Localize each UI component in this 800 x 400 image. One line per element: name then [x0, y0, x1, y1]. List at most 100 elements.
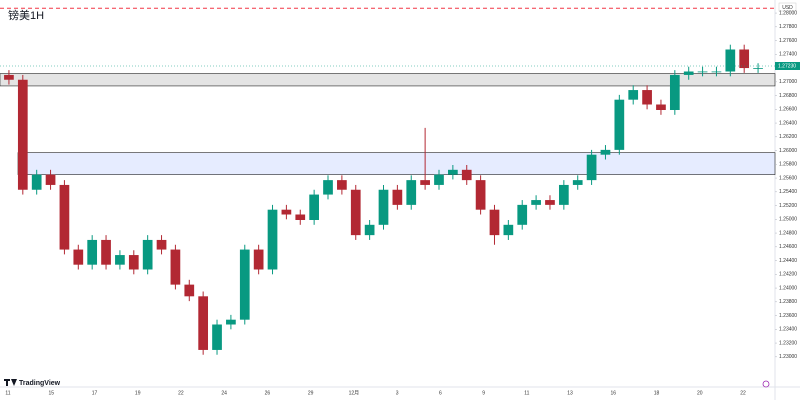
y-tick-label: 1.23200	[779, 340, 797, 346]
y-tick-label: 1.24800	[779, 230, 797, 236]
y-tick-label: 1.26600	[779, 107, 797, 113]
x-tick-label: 11	[5, 390, 10, 396]
y-tick-label: 1.23800	[779, 299, 797, 305]
candle-body	[572, 180, 583, 185]
y-tick-label: 1.26800	[779, 93, 797, 99]
y-tick-label: 1.27400	[779, 52, 797, 58]
y-tick-label: 1.24000	[779, 285, 797, 291]
candle-body	[531, 200, 541, 205]
y-tick-label: 1.27600	[779, 38, 797, 44]
candle-body	[212, 324, 222, 350]
candle-body	[739, 49, 750, 69]
x-tick-label: 16	[611, 390, 617, 396]
candle-body	[614, 99, 625, 150]
candle-body	[253, 249, 264, 270]
y-tick-label: 1.24200	[779, 272, 797, 278]
candle-body	[17, 79, 28, 190]
zone	[17, 152, 776, 175]
candle-body	[669, 74, 680, 110]
x-tick-label: 17	[92, 390, 98, 396]
y-tick-label: 1.24600	[779, 244, 797, 250]
candle-body	[392, 189, 403, 205]
candle-body	[170, 249, 181, 285]
price-label-box	[775, 62, 800, 70]
candle-body	[461, 169, 472, 181]
candle-body	[600, 149, 611, 155]
candle-body	[448, 169, 458, 175]
x-tick-label: 15	[48, 390, 54, 396]
candle-body	[683, 71, 694, 75]
candle-body	[267, 209, 278, 270]
candle-body	[420, 180, 430, 185]
x-tick-label: 26	[265, 390, 271, 396]
candle-body	[101, 239, 111, 265]
y-tick-label: 1.23600	[779, 313, 797, 319]
plot	[0, 7, 776, 355]
candle-body	[309, 194, 319, 220]
y-tick-label: 1.23400	[779, 327, 797, 333]
x-tick-label: 22	[178, 390, 184, 396]
candle-body	[323, 180, 333, 195]
candle-body	[656, 104, 666, 110]
x-tick-label: 20	[697, 390, 703, 396]
candle-body	[558, 184, 569, 205]
candle-body	[350, 189, 361, 236]
y-tick-label: 1.26000	[779, 148, 797, 154]
candle-body	[378, 189, 389, 225]
candle-body	[59, 184, 70, 250]
x-tick-label: 19	[135, 390, 141, 396]
currency: USD	[782, 5, 793, 11]
candle-body	[128, 255, 139, 270]
candle-body	[31, 174, 42, 190]
candle-body	[503, 224, 514, 236]
candle-body	[753, 68, 763, 69]
candle-body	[697, 71, 708, 73]
x-tick-label: 29	[308, 390, 314, 396]
y-tick-label: 1.28000	[779, 10, 797, 16]
candle-body	[184, 284, 195, 297]
y-tick-label: 1.27000	[779, 79, 797, 85]
candle-body	[142, 239, 153, 270]
x-tick-label: 9	[482, 390, 485, 396]
x-tick-label: 11	[524, 390, 529, 396]
y-tick-label: 1.25400	[779, 189, 797, 195]
candle-body	[489, 209, 500, 236]
y-tick-label: 1.25800	[779, 162, 797, 168]
candle-body	[73, 249, 84, 265]
candle-body	[226, 319, 236, 325]
y-tick-label: 1.25600	[779, 175, 797, 181]
x-tick-label: 18	[654, 390, 660, 396]
candle-body	[628, 90, 639, 100]
x-tick-label: 3	[396, 390, 399, 396]
candle-body	[198, 296, 209, 350]
candle-body	[239, 249, 250, 320]
y-tick-label: 1.25000	[779, 217, 797, 223]
candle-body	[87, 239, 98, 265]
candle-body	[45, 174, 56, 185]
candle-body	[586, 154, 597, 181]
candle-body	[642, 90, 652, 105]
y-tick-label: 1.24400	[779, 258, 797, 264]
candle-body	[434, 174, 444, 185]
candle-body	[545, 200, 555, 205]
candle-body	[725, 49, 736, 72]
candle-body	[475, 180, 486, 210]
x-tick-label: 6	[439, 390, 442, 396]
candle-body	[281, 209, 292, 215]
x-tick-label: 22	[740, 390, 746, 396]
candle-body	[4, 74, 14, 80]
candle-body	[711, 71, 722, 73]
candle-body	[337, 180, 347, 190]
x-tick-label: 24	[221, 390, 227, 396]
chart-title: 镑美1H	[8, 8, 44, 22]
x-tick-label: 12月	[349, 390, 360, 396]
candle-body	[406, 180, 417, 205]
brand-logo	[4, 379, 17, 386]
candle-body	[364, 224, 375, 236]
x-tick-label: 13	[567, 390, 573, 396]
candle-body	[115, 255, 125, 265]
candle-body	[156, 239, 167, 250]
candle-body	[517, 204, 528, 225]
event-icon[interactable]	[762, 380, 770, 388]
y-tick-label: 1.26400	[779, 120, 797, 126]
